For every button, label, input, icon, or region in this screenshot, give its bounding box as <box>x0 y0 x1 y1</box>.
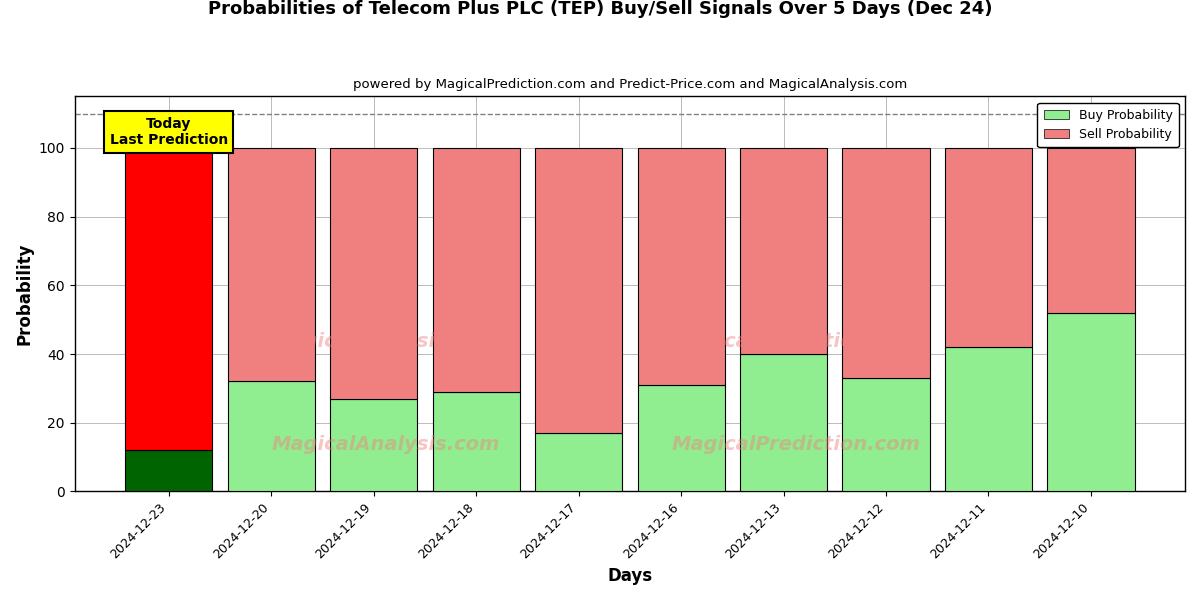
Bar <box>637 148 725 385</box>
Bar <box>842 148 930 378</box>
Bar <box>125 148 212 450</box>
Bar <box>228 148 314 382</box>
Bar <box>228 382 314 491</box>
Text: MagicalAnalysis.com: MagicalAnalysis.com <box>271 434 499 454</box>
Text: MagicalAnalysis.com: MagicalAnalysis.com <box>271 332 499 351</box>
Text: MagicalPrediction.com: MagicalPrediction.com <box>672 434 920 454</box>
X-axis label: Days: Days <box>607 567 653 585</box>
Bar <box>125 450 212 491</box>
Text: Probabilities of Telecom Plus PLC (TEP) Buy/Sell Signals Over 5 Days (Dec 24): Probabilities of Telecom Plus PLC (TEP) … <box>208 0 992 18</box>
Text: MagicalPrediction.com: MagicalPrediction.com <box>672 332 920 351</box>
Bar <box>330 398 418 491</box>
Bar <box>637 385 725 491</box>
Y-axis label: Probability: Probability <box>16 242 34 345</box>
Bar <box>740 354 827 491</box>
Bar <box>1048 313 1134 491</box>
Legend: Buy Probability, Sell Probability: Buy Probability, Sell Probability <box>1037 103 1178 148</box>
Title: powered by MagicalPrediction.com and Predict-Price.com and MagicalAnalysis.com: powered by MagicalPrediction.com and Pre… <box>353 78 907 91</box>
Text: Today
Last Prediction: Today Last Prediction <box>109 117 228 147</box>
Bar <box>432 392 520 491</box>
Bar <box>535 433 622 491</box>
Bar <box>432 148 520 392</box>
Bar <box>330 148 418 398</box>
Bar <box>944 347 1032 491</box>
Bar <box>1048 148 1134 313</box>
Bar <box>740 148 827 354</box>
Bar <box>842 378 930 491</box>
Bar <box>535 148 622 433</box>
Bar <box>944 148 1032 347</box>
